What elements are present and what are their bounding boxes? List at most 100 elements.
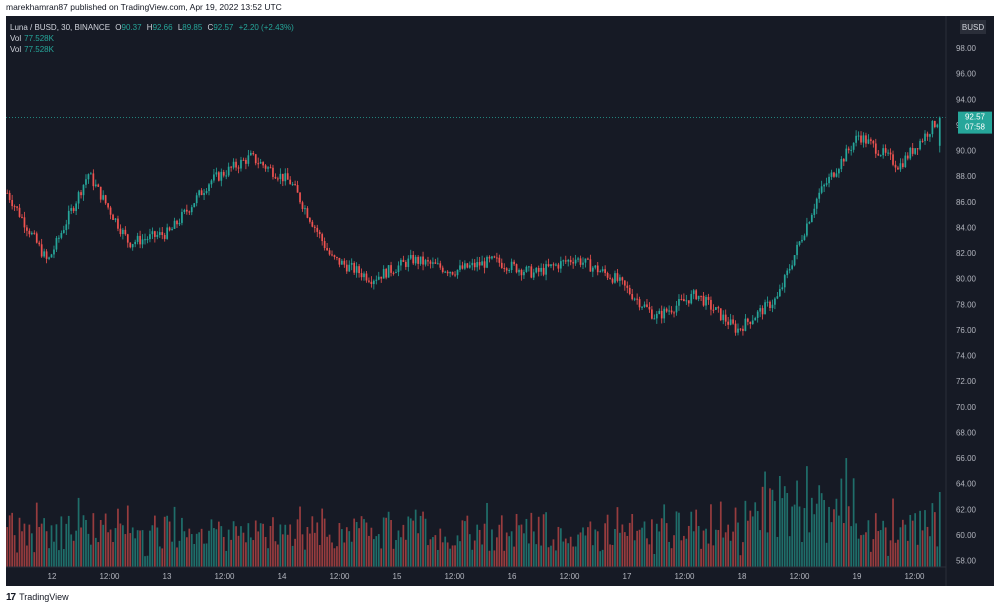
volume-bar [616,507,619,567]
candle-body [441,267,444,273]
candle-body [478,262,481,266]
volume-bar [404,539,407,567]
volume-bar [919,510,921,567]
volume-bar [102,524,105,567]
candle-body [759,308,762,312]
volume-bar [358,528,360,567]
candle-body [134,241,137,245]
volume-bar [200,528,203,567]
candle-body [680,299,683,301]
candle-body [464,263,466,269]
volume-bar [154,515,156,567]
volume-bar [473,540,476,567]
candle-body [562,260,565,262]
volume-bar [611,544,614,567]
volume-bar [687,525,690,567]
candle-body [584,258,587,263]
chart-area[interactable]: Luna / BUSD, 30, BINANCE O90.37 H92.66 L… [6,16,994,586]
volume-bar [683,535,685,567]
volume-bar [651,519,653,567]
candle-body [715,307,717,310]
candle-body [651,309,653,319]
volume-bar [163,516,166,567]
candle-body [503,267,506,269]
volume-bar [769,488,771,567]
volume-bar [328,534,331,567]
volume-bar [222,536,225,567]
candle-body [655,313,658,319]
candle-body [796,244,798,256]
volume-bar [675,511,678,567]
volume-bar [535,544,538,567]
candle-body [161,232,164,236]
symbol-label: Luna / BUSD, 30, BINANCE [10,23,110,32]
candle-body [889,152,892,155]
volume-bar [217,521,220,567]
volume-bar [13,535,16,567]
candle-body [500,262,503,268]
candle-body [830,172,833,177]
volume-bar [678,512,680,567]
volume-bar [653,554,656,567]
time-tick-label: 12:00 [214,572,235,581]
candle-body [400,259,402,266]
candle-body [579,258,582,265]
volume-bar [739,555,742,567]
candlestick-chart[interactable]: Luna / BUSD, 30, BINANCE O90.37 H92.66 L… [6,16,994,586]
time-tick-label: 17 [623,572,632,581]
candle-body [227,166,230,176]
volume-bar [865,532,867,567]
volume-bar [146,555,149,567]
candle-body [13,206,16,208]
candle-body [518,269,520,273]
volume-bar [124,534,127,567]
candle-body [264,165,267,169]
volume-bar [584,535,587,567]
candle-body [668,310,670,312]
candle-body [225,175,228,177]
currency-badge[interactable] [960,20,986,34]
volume-bar [112,542,114,567]
candle-body [67,210,70,225]
candle-body [195,195,198,204]
candle-body [643,304,646,307]
candle-body [601,269,604,272]
candle-body [734,323,737,333]
volume-bar [134,538,137,567]
candle-body [722,314,725,321]
candle-body [911,147,914,154]
volume-bar [126,505,129,567]
volume-bar [208,530,210,567]
volume-bar [478,529,481,567]
candle-body [774,298,776,305]
volume-bar [537,516,540,567]
volume-bar [412,520,415,567]
volume-bar [407,516,410,567]
candle-body [810,214,813,223]
volume-bar [872,539,875,567]
open-label: O [115,23,121,32]
candle-body [766,301,769,303]
volume-bar [82,515,85,567]
volume-bar [104,513,107,567]
candle-body [882,148,885,156]
volume-bar [313,532,316,567]
candle-body [215,172,218,175]
volume-bar [227,529,230,567]
volume-bar [176,547,178,567]
volume-bar [552,539,555,567]
price-tick-label: 96.00 [956,70,977,79]
volume-bar [459,541,461,567]
volume-bar [690,511,693,567]
candle-body [468,265,471,268]
volume-bar [402,524,405,567]
candle-body [299,192,301,203]
time-tick-label: 14 [278,572,287,581]
candle-body [90,173,92,175]
candle-body [862,135,865,143]
candle-body [395,272,397,274]
volume-bar [803,508,806,567]
volume-bar [156,527,159,567]
candle-body [665,308,668,312]
candle-body [144,239,146,241]
